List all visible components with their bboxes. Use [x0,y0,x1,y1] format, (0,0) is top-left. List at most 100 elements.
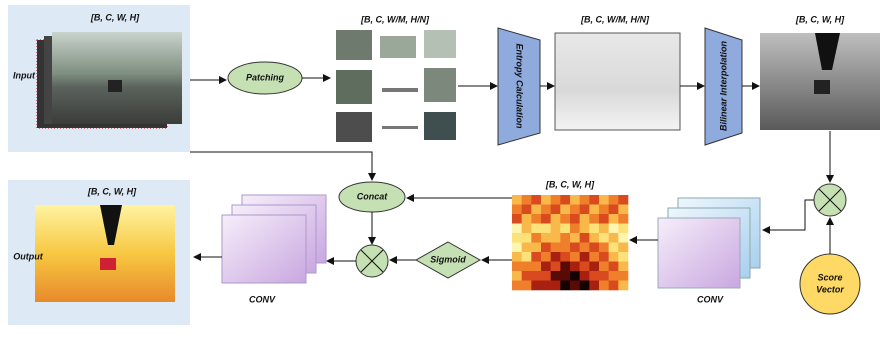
heatmap-cell [570,233,580,243]
heatmap-cell [522,271,532,281]
shape-label: [B, C, W, H] [87,186,137,196]
heatmap-cell [541,214,551,224]
heatmap-cell [618,271,628,281]
patch [382,88,418,92]
heatmap-cell [560,252,570,262]
shape-label: [B, C, W/M, H/N] [360,14,430,24]
heatmap-cell [570,214,580,224]
heatmap-cell [618,262,628,272]
heatmap-cell [541,224,551,234]
heatmap-cell [531,252,541,262]
heatmap-cell [580,205,590,215]
heatmap-cell [609,271,619,281]
heatmap-cell [599,224,609,234]
shape-label: [B, C, W, H] [90,12,140,22]
heatmap-cell [512,252,522,262]
heatmap-cell [609,243,619,253]
car [100,258,116,270]
heatmap-cell [531,281,541,291]
score-label: Vector [816,284,844,294]
heatmap-cell [560,224,570,234]
patch [380,36,416,58]
heatmap-cell [618,233,628,243]
heatmap-cell [541,252,551,262]
patch [336,30,372,60]
conv-label: CONV [697,294,724,304]
heatmap-cell [580,252,590,262]
heatmap-cell [570,262,580,272]
patch [382,126,418,129]
heatmap-cell [580,281,590,291]
heatmap-cell [570,252,580,262]
heatmap-cell [522,195,532,205]
interpolation-label: Bilinear Interpolation [718,40,728,131]
heatmap-cell [618,214,628,224]
heatmap-cell [541,281,551,291]
heatmap-cell [551,195,561,205]
heatmap-cell [522,205,532,215]
heatmap-cell [531,214,541,224]
heatmap-cell [609,214,619,224]
heatmap-cell [599,271,609,281]
heatmap-cell [531,195,541,205]
heatmap-cell [599,233,609,243]
heatmap-cell [522,224,532,234]
heatmap-cell [609,205,619,215]
heatmap-cell [512,271,522,281]
patch [336,112,372,142]
heatmap-cell [541,233,551,243]
heatmap-cell [560,195,570,205]
heatmap [512,195,628,290]
heatmap-cell [599,214,609,224]
heatmap-cell [580,243,590,253]
heatmap-cell [599,195,609,205]
car [108,80,122,92]
heatmap-cell [541,195,551,205]
score-label: Score [817,272,842,282]
heatmap-cell [512,233,522,243]
heatmap-cell [512,205,522,215]
heatmap-cell [522,262,532,272]
heatmap-cell [531,262,541,272]
heatmap-cell [589,281,599,291]
heatmap-cell [551,252,561,262]
patch [424,68,456,102]
heatmap-cell [570,281,580,291]
heatmap-cell [551,271,561,281]
heatmap-cell [580,233,590,243]
heatmap-cell [560,281,570,291]
heatmap-cell [512,224,522,234]
multiply-right [814,184,846,216]
patch [424,112,456,140]
shape-label: [B, C, W, H] [795,14,845,24]
heatmap-cell [541,271,551,281]
heatmap-cell [618,195,628,205]
output-label: Output [13,251,43,261]
heatmap-cell [609,195,619,205]
patch [424,30,456,58]
heatmap-cell [522,243,532,253]
heatmap-cell [512,214,522,224]
heatmap-cell [522,214,532,224]
heatmap-cell [512,281,522,291]
heatmap-cell [609,262,619,272]
heatmap-cell [589,205,599,215]
heatmap-cell [551,281,561,291]
heatmap-cell [570,243,580,253]
heatmap-cell [531,233,541,243]
heatmap-cell [512,243,522,253]
arrow [763,200,814,230]
multiply-left [356,245,388,277]
heatmap-cell [531,224,541,234]
heatmap-cell [560,262,570,272]
concat-label: Concat [357,191,389,201]
heatmap-cell [512,262,522,272]
shape-label: [B, C, W/M, H/N] [580,14,650,24]
heatmap-cell [618,205,628,215]
heatmap-cell [599,243,609,253]
heatmap-cell [589,233,599,243]
heatmap-cell [531,205,541,215]
heatmap-cell [580,195,590,205]
heatmap-cell [580,214,590,224]
heatmap-cell [580,262,590,272]
